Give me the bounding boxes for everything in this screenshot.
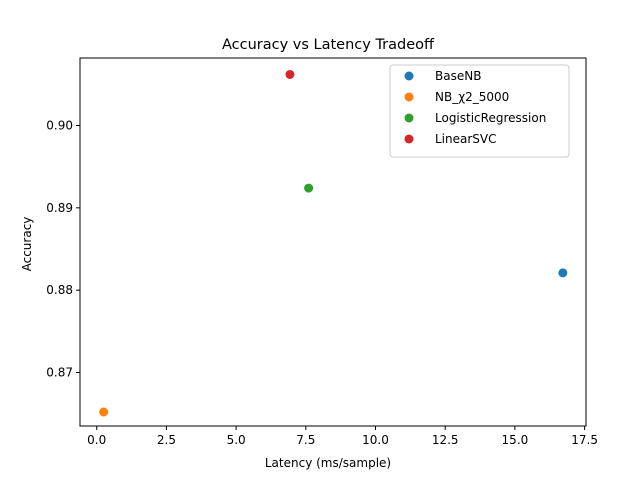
plot-frame <box>79 57 587 427</box>
x-tick-label: 2.5 <box>157 433 176 447</box>
legend-marker <box>404 134 414 144</box>
x-axis: 0.0 2.5 5.0 7.5 10.0 12.5 15.0 17.5 <box>87 426 598 447</box>
legend-entry-label: LogisticRegression <box>435 111 546 125</box>
legend-entry-label: LinearSVC <box>435 132 497 146</box>
legend-box <box>389 64 570 158</box>
legend-marker <box>404 92 414 102</box>
legend-marker <box>404 71 414 81</box>
x-tick-label: 10.0 <box>362 433 389 447</box>
data-point <box>285 69 295 79</box>
x-tick-label: 0.0 <box>87 433 106 447</box>
x-tick-label: 7.5 <box>296 433 315 447</box>
y-tick-label: 0.87 <box>46 365 73 379</box>
legend-entry-label: NB_χ2_5000 <box>435 90 509 104</box>
x-tick-label: 12.5 <box>432 433 459 447</box>
x-axis-label: Latency (ms/sample) <box>265 456 391 470</box>
y-tick-label: 0.88 <box>46 283 73 297</box>
x-tick-label: 15.0 <box>502 433 529 447</box>
legend-marker <box>404 113 414 123</box>
y-axis-label: Accuracy <box>20 217 34 272</box>
x-tick-label: 5.0 <box>227 433 246 447</box>
data-point <box>99 407 109 417</box>
y-axis: 0.87 0.88 0.89 0.90 <box>46 119 80 379</box>
y-tick-label: 0.90 <box>46 119 73 133</box>
data-point <box>304 183 314 193</box>
data-point <box>558 268 568 278</box>
y-tick-label: 0.89 <box>46 201 73 215</box>
legend-entry-label: BaseNB <box>435 69 481 83</box>
x-tick-label: 17.5 <box>571 433 598 447</box>
plot-area <box>79 57 587 427</box>
legend: BaseNB NB_χ2_5000 LogisticRegression Linear… <box>389 64 570 158</box>
chart-title: Accuracy vs Latency Tradeoff <box>222 37 435 53</box>
data-points <box>99 69 568 417</box>
